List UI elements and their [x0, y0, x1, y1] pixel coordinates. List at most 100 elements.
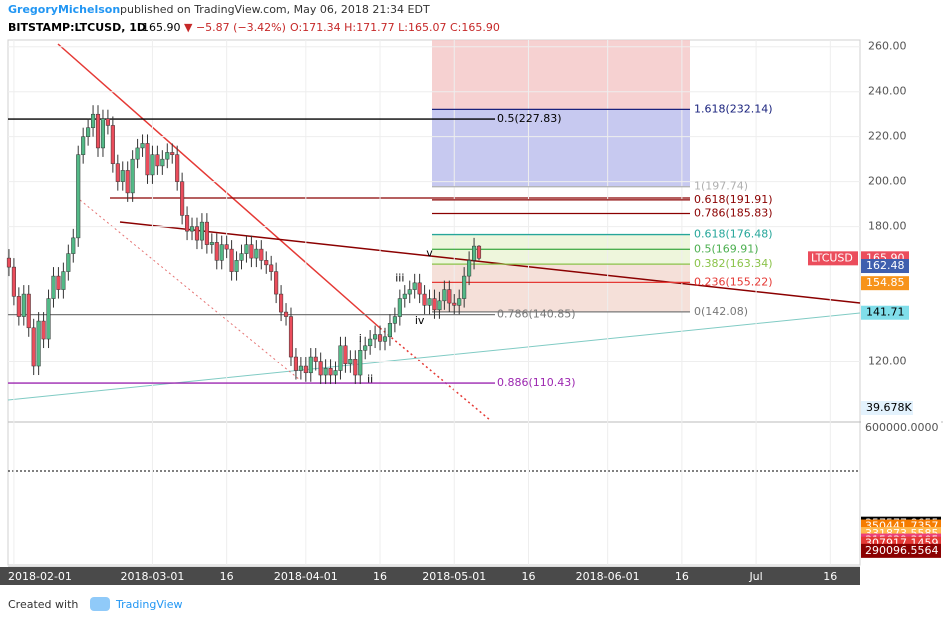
- candle-body: [95, 113, 101, 149]
- fib-retrace-zone: [432, 264, 690, 312]
- candle-body: [298, 365, 303, 371]
- y-tick-label: 220.00: [868, 130, 907, 143]
- candle-body: [219, 244, 224, 261]
- candle-body: [313, 356, 318, 362]
- fib-label: 0.618(191.91): [694, 193, 773, 206]
- candle-body: [135, 147, 140, 160]
- candle-body: [358, 350, 363, 376]
- ohlc: O:171.34 H:171.77 L:165.07 C:165.90: [290, 21, 500, 34]
- candle-body: [407, 289, 412, 295]
- candle-body: [61, 271, 66, 290]
- candle-body: [229, 248, 234, 272]
- candle-body: [323, 368, 328, 376]
- fib-label: 1(197.74): [694, 180, 748, 193]
- candle-body: [145, 143, 150, 176]
- candle-body: [412, 282, 417, 290]
- candle-body: [180, 181, 185, 216]
- candle-body: [36, 320, 41, 367]
- symbol: BITSTAMP:LTCUSD, 1D: [8, 21, 146, 34]
- candle-body: [476, 245, 482, 259]
- candle-body: [71, 237, 76, 254]
- candle-body: [333, 370, 338, 376]
- candle-body: [234, 260, 239, 272]
- x-tick-label: 2018-02-01: [8, 570, 72, 583]
- candle-body: [442, 289, 447, 302]
- candle-body: [155, 154, 160, 167]
- price-tag-label: 154.85: [866, 276, 905, 289]
- volume-tag: [861, 401, 913, 415]
- candle-body: [86, 127, 91, 137]
- x-tick-label: 2018-06-01: [576, 570, 640, 583]
- change: ▼ −5.87 (−3.42%): [184, 21, 286, 34]
- level-label: 0.5(227.83): [497, 112, 562, 125]
- candle-body: [452, 302, 457, 306]
- candle-body: [11, 266, 16, 297]
- brand[interactable]: TradingView: [115, 598, 182, 611]
- x-tick-label: 16: [373, 570, 387, 583]
- candle-body: [417, 282, 422, 295]
- candle-body: [66, 253, 71, 272]
- candle-body: [239, 253, 244, 261]
- candle-body: [437, 300, 442, 311]
- x-tick-label: 16: [220, 570, 234, 583]
- osc-tag: [861, 543, 941, 558]
- candle-body: [373, 334, 378, 340]
- y-tick-label: 120.00: [868, 355, 907, 368]
- candle-body: [91, 113, 96, 128]
- brand-logo: [90, 597, 110, 611]
- candle-body: [110, 125, 115, 164]
- osc-tag: [861, 421, 941, 435]
- price-tag-label: 162.48: [866, 259, 905, 272]
- candle-body: [244, 244, 249, 254]
- author[interactable]: GregoryMichelson: [8, 3, 120, 16]
- candle-body: [120, 170, 125, 182]
- candle-body: [204, 221, 209, 245]
- candle-body: [76, 154, 81, 239]
- candle-body: [293, 356, 298, 371]
- candle-body: [274, 271, 279, 295]
- time-axis-bg: [0, 567, 860, 585]
- candle-body: [165, 152, 170, 160]
- candle-body: [41, 320, 46, 340]
- published: published on TradingView.com, May 06, 20…: [120, 3, 430, 16]
- level-label: 0.886(110.43): [497, 376, 576, 389]
- fib-label: 0.382(163.34): [694, 257, 773, 270]
- candle-body: [259, 248, 264, 261]
- candle-body: [21, 293, 26, 317]
- fib-label: 0.5(169.91): [694, 242, 759, 255]
- trend-line-projection: [379, 327, 491, 421]
- candle-body: [353, 359, 358, 376]
- candle-body: [105, 118, 110, 126]
- candle-body: [377, 334, 383, 342]
- x-tick-label: 16: [823, 570, 837, 583]
- candle-body: [338, 345, 343, 371]
- candle-body: [125, 170, 130, 194]
- candle-body: [199, 221, 204, 241]
- y-tick-label: 240.00: [868, 85, 907, 98]
- candle-body: [26, 293, 31, 329]
- candle-body: [140, 143, 145, 149]
- created-with: Created with: [8, 598, 78, 611]
- wave-label: i: [359, 332, 362, 345]
- symbol-tag: [808, 251, 858, 266]
- candle-body: [422, 293, 427, 306]
- candle-body: [303, 365, 308, 374]
- candle-body: [279, 293, 284, 313]
- candle-body: [283, 311, 289, 317]
- fib-label: 0.618(176.48): [694, 228, 773, 241]
- x-tick-label: 2018-05-01: [422, 570, 486, 583]
- candle-body: [472, 245, 477, 261]
- price-tag-label: 141.71: [866, 306, 905, 319]
- price-tag: [861, 276, 909, 291]
- wave-label: iii: [395, 271, 404, 284]
- candle-body: [214, 242, 219, 261]
- candle-body: [288, 316, 294, 358]
- candle-body: [387, 323, 392, 338]
- candle-body: [328, 368, 333, 376]
- candle-body: [368, 338, 373, 347]
- candle-body: [402, 293, 407, 299]
- candle-body: [16, 296, 21, 317]
- candle-body: [224, 244, 229, 250]
- wave-label: v: [426, 247, 433, 260]
